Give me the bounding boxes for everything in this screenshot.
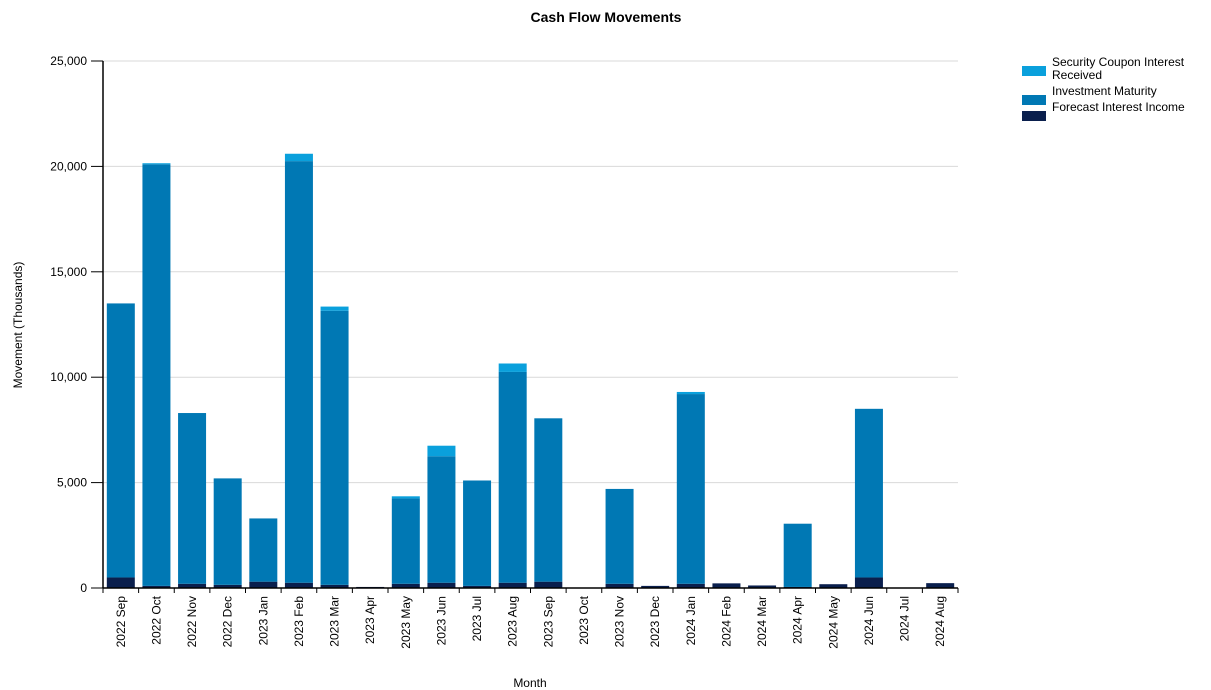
- bar-segment: [498, 363, 527, 372]
- x-tick-label: 2023 Sep: [541, 596, 555, 648]
- bar-segment: [819, 584, 848, 588]
- bar-segment: [641, 585, 670, 588]
- bar-segment: [142, 585, 171, 588]
- x-tick-label: 2024 Feb: [719, 596, 733, 647]
- bar-segment: [427, 582, 456, 588]
- bar-segment: [178, 413, 207, 584]
- x-tick-label: 2024 Jun: [862, 596, 876, 645]
- bar-segment: [463, 480, 492, 586]
- x-tick-label: 2024 May: [826, 596, 840, 649]
- x-tick-label: 2024 Jan: [684, 596, 698, 645]
- x-tick-label: 2024 Mar: [755, 596, 769, 647]
- bar-segment: [534, 581, 563, 588]
- bar-segment: [320, 310, 349, 585]
- x-tick-label: 2023 Jul: [470, 596, 484, 641]
- legend-swatch: [1022, 95, 1046, 105]
- bar-segment: [783, 523, 812, 587]
- legend-swatch: [1022, 111, 1046, 121]
- bar-segment: [213, 478, 242, 585]
- x-tick-label: 2023 Feb: [292, 596, 306, 647]
- bar-segment: [534, 418, 563, 582]
- x-tick-label: 2022 Dec: [221, 596, 235, 647]
- y-tick-labels: 0 5,000 10,000 15,000 20,000 25,000: [50, 54, 103, 595]
- x-tick-label: 2022 Nov: [185, 596, 199, 647]
- bar-segment: [142, 163, 171, 165]
- x-tick-label: 2024 Aug: [933, 596, 947, 647]
- y-tick-label: 25,000: [50, 54, 87, 68]
- bar-segment: [854, 408, 883, 578]
- bar-segment: [605, 488, 634, 584]
- bar-segment: [320, 584, 349, 588]
- bar-segment: [320, 306, 349, 311]
- legend-label-line: Received: [1052, 68, 1102, 82]
- bar-segment: [498, 582, 527, 588]
- x-tick-label: 2023 Jan: [256, 596, 270, 645]
- bar-segment: [213, 584, 242, 588]
- bar-segment: [463, 585, 492, 588]
- y-tick-label: 20,000: [50, 159, 87, 173]
- y-tick-label: 5,000: [57, 476, 87, 490]
- x-tick-label: 2023 Mar: [328, 596, 342, 647]
- x-tick-label: 2023 Oct: [577, 595, 591, 644]
- x-tick-label: 2024 Jul: [898, 596, 912, 641]
- bar-segment: [178, 583, 207, 588]
- bar-segment: [284, 161, 313, 583]
- bar-segment: [284, 582, 313, 588]
- x-tick-label: 2023 Dec: [648, 596, 662, 647]
- bar-segment: [391, 583, 420, 588]
- y-tick-label: 0: [80, 581, 87, 595]
- legend: Security Coupon Interest Received Investme…: [1022, 55, 1185, 121]
- bar-segment: [391, 496, 420, 499]
- bar-segment: [676, 391, 705, 395]
- bar-segment: [926, 583, 955, 588]
- legend-label-line: Security Coupon Interest: [1052, 55, 1185, 69]
- x-tick-label: 2023 Apr: [363, 596, 377, 644]
- bar-segment: [605, 583, 634, 588]
- bar-segment: [284, 153, 313, 162]
- bar-segment: [391, 498, 420, 584]
- bar-segment: [427, 445, 456, 457]
- bar-segment: [249, 581, 278, 588]
- legend-label: Forecast Interest Income: [1052, 100, 1185, 114]
- bar-segment: [106, 303, 135, 578]
- x-tick-label: 2023 Jun: [434, 596, 448, 645]
- bar-segment: [498, 371, 527, 583]
- x-tick-label: 2022 Sep: [114, 596, 128, 648]
- bar-segment: [854, 577, 883, 588]
- bar-segment: [748, 585, 777, 588]
- x-tick-labels: 2022 Sep 2022 Oct 2022 Nov 2022 Dec 2023 Jan…: [102, 588, 959, 649]
- chart-title: Cash Flow Movements: [531, 9, 682, 25]
- x-tick-label: 2023 Nov: [613, 596, 627, 647]
- legend-label: Security Coupon Interest Received: [1052, 55, 1185, 82]
- bar-segment: [106, 577, 135, 588]
- bar-segment: [249, 518, 278, 582]
- bar-segment: [712, 583, 741, 588]
- legend-swatch: [1022, 66, 1046, 76]
- x-tick-label: 2022 Oct: [149, 595, 163, 644]
- bar-segment: [676, 583, 705, 588]
- bar-segment: [676, 394, 705, 584]
- y-axis-label: Movement (Thousands): [11, 262, 25, 389]
- bar-segment: [142, 164, 171, 586]
- legend-label: Investment Maturity: [1052, 84, 1157, 98]
- y-tick-label: 10,000: [50, 370, 87, 384]
- x-tick-label: 2023 May: [399, 596, 413, 649]
- y-tick-label: 15,000: [50, 265, 87, 279]
- legend-label-line: Investment Maturity: [1052, 84, 1157, 98]
- bars: [106, 153, 955, 588]
- bar-segment: [427, 456, 456, 583]
- gridlines: [103, 60, 958, 484]
- x-tick-label: 2024 Apr: [791, 596, 805, 644]
- x-tick-label: 2023 Aug: [506, 596, 520, 647]
- x-axis-label: Month: [513, 676, 546, 690]
- legend-label-line: Forecast Interest Income: [1052, 100, 1185, 114]
